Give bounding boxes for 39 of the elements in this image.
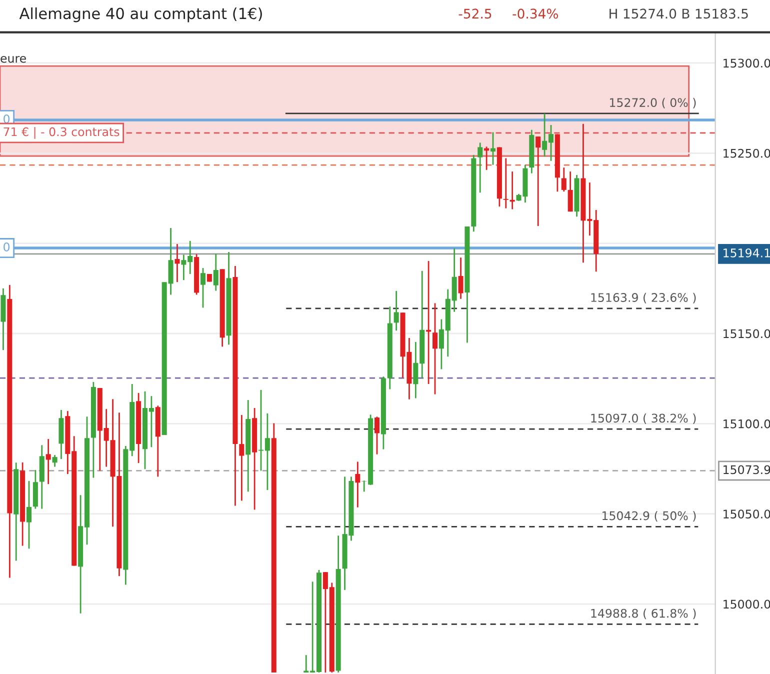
ref-line-label: 15097.0 ( 38.2% ) [591,414,696,424]
candlestick [46,438,51,485]
ref-line-label: 15073.9 [724,465,770,474]
candlestick [174,243,180,283]
candlestick [239,414,244,502]
ref-line-label: 15163.9 ( 23.6% ) [591,292,696,304]
annotation: 0 [4,114,10,124]
candlestick [432,302,438,395]
ref-line-label: 14988.8 ( 61.8% ) [591,608,696,620]
text: -52.5 [458,8,492,19]
y-tick-label: 15100.0 [724,419,770,428]
candlestick [355,461,360,508]
candlestick [52,454,58,468]
annotation: 71 € | - 0.3 contrats [4,127,120,139]
candlestick [561,166,566,192]
y-tick-label: 15050.0 [724,510,770,518]
y-tick-label: 15300.0 [724,58,770,68]
y-tick-label: 15000.0 [724,600,770,609]
candlestick [394,290,399,332]
candlestick [568,170,573,212]
candlestick [200,267,206,308]
candlestick [490,132,496,166]
annotation: 0 [4,242,10,252]
ref-line-label: 15194.1 [724,248,770,258]
candlestick [503,157,508,210]
text: H 15274.0 B 15183.5 [610,8,748,19]
candlestick [458,256,464,300]
candlestick [478,142,483,194]
y-tick-label: 15150.0 [724,329,770,338]
annotation: eure [0,56,26,63]
candlestick [374,416,380,456]
candlestick [536,136,541,227]
chart-title: Allemagne 40 au comptant (1€) [19,7,262,22]
text: -0.34% [512,8,558,19]
y-tick-label: 15250.0 [724,148,770,158]
candlestick [26,480,32,550]
ref-line-label: 15042.9 ( 50% ) [602,511,696,522]
candlestick [213,253,218,292]
ref-line-label: 15272.0 ( 0% ) [610,98,696,108]
